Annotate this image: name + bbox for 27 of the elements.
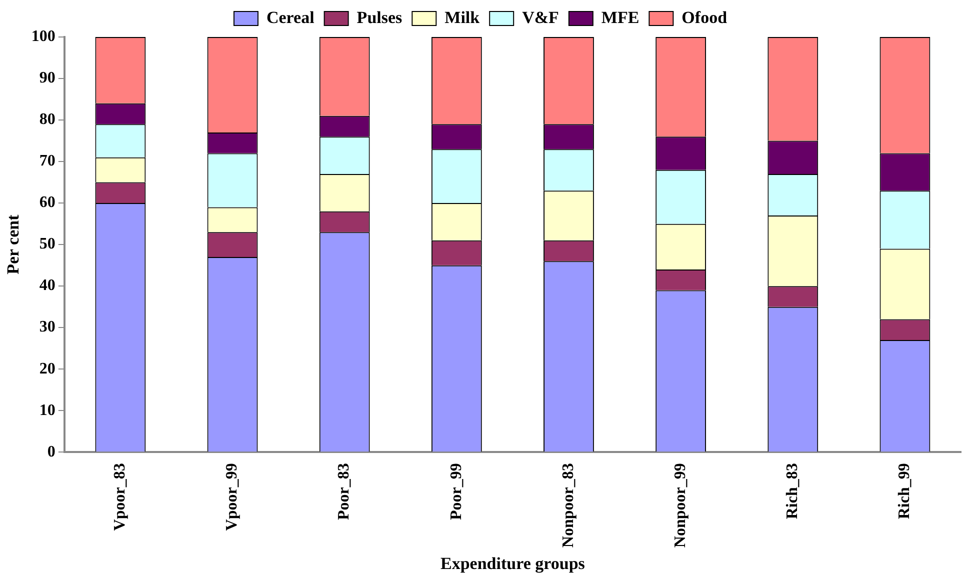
y-tick-label: 40 — [39, 277, 56, 294]
x-tick-label: Poor_83 — [336, 463, 353, 520]
y-tick-label: 60 — [39, 194, 56, 212]
legend-label: MFE — [601, 8, 640, 27]
x-tick-label: Vpoor_83 — [112, 463, 129, 531]
x-tick-label: Vpoor_99 — [224, 463, 241, 531]
y-tick-label: 90 — [39, 70, 56, 87]
y-tick-label: 50 — [39, 236, 56, 253]
x-tick-label: Rich_99 — [896, 463, 914, 520]
y-axis-title: Per cent — [4, 214, 23, 274]
legend-label: Milk — [444, 8, 480, 27]
y-tick-label: 70 — [39, 152, 56, 170]
x-tick-label: Nonpoor_83 — [560, 463, 577, 548]
legend-label: Pulses — [356, 8, 403, 27]
y-tick-label: 80 — [39, 111, 56, 128]
y-tick-label: 10 — [39, 402, 56, 419]
legend-label: Cereal — [266, 8, 315, 27]
y-tick-label: 0 — [47, 443, 56, 460]
x-axis-title: Expenditure groups — [440, 554, 586, 574]
x-tick-label: Poor_99 — [448, 463, 465, 520]
y-tick-label: 30 — [39, 318, 56, 336]
legend-label: Ofood — [682, 8, 728, 27]
x-tick-label: Nonpoor_99 — [672, 463, 689, 548]
x-tick-label: Rich_83 — [784, 463, 802, 520]
y-tick-label: 20 — [39, 360, 56, 378]
legend-label: V&F — [522, 8, 559, 27]
y-tick-label: 100 — [31, 28, 56, 46]
